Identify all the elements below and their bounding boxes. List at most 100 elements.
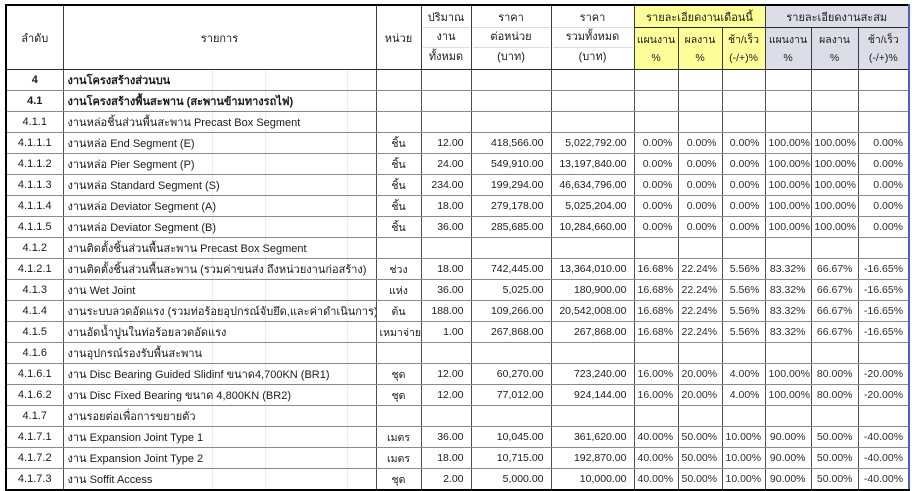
cell-item-no: 4.1.7.1: [5, 426, 64, 448]
cell-month-diff: 10.00%: [721, 468, 766, 491]
unit-price-header-line: ราคา: [498, 11, 524, 24]
cell-cumulative-plan: 100.00%: [764, 174, 812, 196]
cell-cumulative-plan: 100.00%: [764, 153, 812, 175]
cell-item-no: 4.1.1.4: [5, 195, 64, 217]
cell-month-diff: [721, 90, 766, 112]
month-actual-label: ผลงาน: [684, 33, 716, 46]
cell-cumulative-plan: 100.00%: [764, 216, 812, 238]
cell-cumulative-plan: [764, 342, 812, 364]
cell-item-no: 4.1.1.3: [5, 174, 64, 196]
cost-progress-table: ลำดับ รายการ หน่วย ปริมาณ งาน ทั้งหมด รา…: [5, 4, 911, 491]
cell-unit-price: 279,178.00: [470, 195, 552, 217]
cell-month-actual: 22.24%: [677, 258, 723, 280]
cell-description: งานอุปกรณ์รองรับพื้นสะพาน: [62, 342, 377, 364]
cell-description: งาน Soffit Access: [62, 468, 377, 491]
cell-cumulative-diff: 0.00%: [857, 132, 910, 154]
cumulative-actual-unit: %: [829, 51, 840, 64]
table-row: 4.1.2.1 งานติดตั้งชิ้นส่วนพื้นสะพาน (รวม…: [5, 258, 910, 280]
table-row: 4.1.5 งานอัดน้ำปูนในท่อร้อยลวดอัดแรง เหม…: [5, 321, 910, 343]
cell-month-actual: 50.00%: [677, 447, 723, 469]
cell-cumulative-plan: 90.00%: [764, 426, 812, 448]
cell-total-price: [550, 90, 635, 112]
cell-cumulative-diff: -16.65%: [857, 279, 910, 301]
cell-total-price: 267,868.00: [550, 321, 635, 343]
cell-unit-price: 285,685.00: [470, 216, 552, 238]
month-plan-unit: %: [651, 51, 661, 64]
cell-description: งาน Disc Bearing Guided Slidinf ขนาด4,70…: [62, 363, 377, 385]
total-price-header-line: รวมทั้งหมด: [552, 27, 633, 47]
cell-month-diff: 4.00%: [721, 384, 766, 406]
total-price-header-line: (บาท): [552, 46, 633, 67]
cell-cumulative-diff: [857, 111, 910, 133]
cell-quantity: 18.00: [420, 258, 472, 280]
cell-item-no: 4.1.6.2: [5, 384, 64, 406]
col-header-cumulative-actual: ผลงาน %: [810, 27, 859, 70]
cell-quantity: 12.00: [420, 363, 472, 385]
cell-cumulative-diff: -20.00%: [857, 384, 910, 406]
cell-month-diff: [721, 342, 766, 364]
cell-cumulative-diff: [857, 69, 910, 91]
cell-description: งานหล่อ Deviator Segment (A): [62, 195, 377, 217]
cell-month-diff: 4.00%: [721, 363, 766, 385]
cell-item-no: 4.1.7.2: [5, 447, 64, 469]
cell-month-plan: [633, 342, 679, 364]
table-row: 4.1.1.3 งานหล่อ Standard Segment (S) ชิ้…: [5, 174, 910, 196]
cell-item-no: 4.1.7: [5, 405, 64, 427]
cell-unit-price: 742,445.00: [470, 258, 552, 280]
cell-month-actual: 0.00%: [677, 132, 723, 154]
cell-description: งานหล่อ Deviator Segment (B): [62, 216, 377, 238]
cell-month-actual: 0.00%: [677, 153, 723, 175]
cell-month-diff: 10.00%: [721, 426, 766, 448]
cell-unit: เหมาจ่าย: [375, 321, 422, 343]
cell-unit: แห่ง: [375, 279, 422, 301]
cell-description: งานรอยต่อเพื่อการขยายตัว: [62, 405, 377, 427]
cell-item-no: 4.1.4: [5, 300, 64, 322]
cell-quantity: 1.00: [420, 321, 472, 343]
col-header-month-diff: ช้า/เร็ว (-/+)%: [721, 27, 766, 70]
cell-description: งานหล่อ Pier Segment (P): [62, 153, 377, 175]
cell-month-plan: 16.00%: [633, 363, 679, 385]
cell-month-plan: 0.00%: [633, 153, 679, 175]
cell-unit: [375, 69, 422, 91]
cell-item-no: 4.1.6.1: [5, 363, 64, 385]
table-row: 4.1.7.2 งาน Expansion Joint Type 2 เมตร …: [5, 447, 910, 469]
col-header-month-actual: ผลงาน %: [677, 27, 723, 70]
cell-month-actual: 22.24%: [677, 279, 723, 301]
cell-month-actual: 22.24%: [677, 321, 723, 343]
cell-cumulative-diff: [857, 405, 910, 427]
cell-quantity: 18.00: [420, 195, 472, 217]
quantity-header-line: ปริมาณ: [427, 11, 465, 24]
cumulative-plan-label: แผนงาน: [768, 33, 808, 46]
cell-total-price: 13,197,840.00: [550, 153, 635, 175]
cell-total-price: 13,364,010.00: [550, 258, 635, 280]
cell-cumulative-plan: 100.00%: [764, 132, 812, 154]
table-body: 4 งานโครงสร้างส่วนบน 4.1 งานโครงสร้างพื้…: [5, 69, 910, 491]
col-header-cumulative-diff: ช้า/เร็ว (-/+)%: [857, 27, 910, 70]
cell-item-no: 4.1.1.5: [5, 216, 64, 238]
cell-month-diff: 5.56%: [721, 279, 766, 301]
cell-unit-price: 109,266.00: [470, 300, 552, 322]
cell-unit-price: [470, 90, 552, 112]
cell-month-actual: 20.00%: [677, 384, 723, 406]
cell-item-no: 4.1.6: [5, 342, 64, 364]
cell-month-diff: [721, 111, 766, 133]
cell-unit-price: 5,025.00: [470, 279, 552, 301]
cell-month-actual: [677, 111, 723, 133]
cell-month-diff: 5.56%: [721, 258, 766, 280]
cell-month-actual: [677, 237, 723, 259]
quantity-header-lines: ปริมาณ งาน ทั้งหมด: [422, 9, 470, 67]
cell-month-plan: 0.00%: [633, 195, 679, 217]
cell-cumulative-diff: [857, 342, 910, 364]
cell-cumulative-diff: 0.00%: [857, 153, 910, 175]
cell-unit: ชิ้น: [375, 153, 422, 175]
cell-total-price: 10,284,660.00: [550, 216, 635, 238]
cell-description: งาน Wet Joint: [62, 279, 377, 301]
cell-month-actual: [677, 90, 723, 112]
cell-cumulative-actual: 80.00%: [810, 384, 859, 406]
cell-unit: [375, 90, 422, 112]
cell-month-actual: 22.24%: [677, 300, 723, 322]
cell-unit: ช่วง: [375, 258, 422, 280]
cumulative-plan-unit: %: [783, 51, 793, 64]
cell-description: งานหล่อชิ้นส่วนพื้นสะพาน Precast Box Seg…: [62, 111, 377, 133]
cell-item-no: 4.1.1: [5, 111, 64, 133]
